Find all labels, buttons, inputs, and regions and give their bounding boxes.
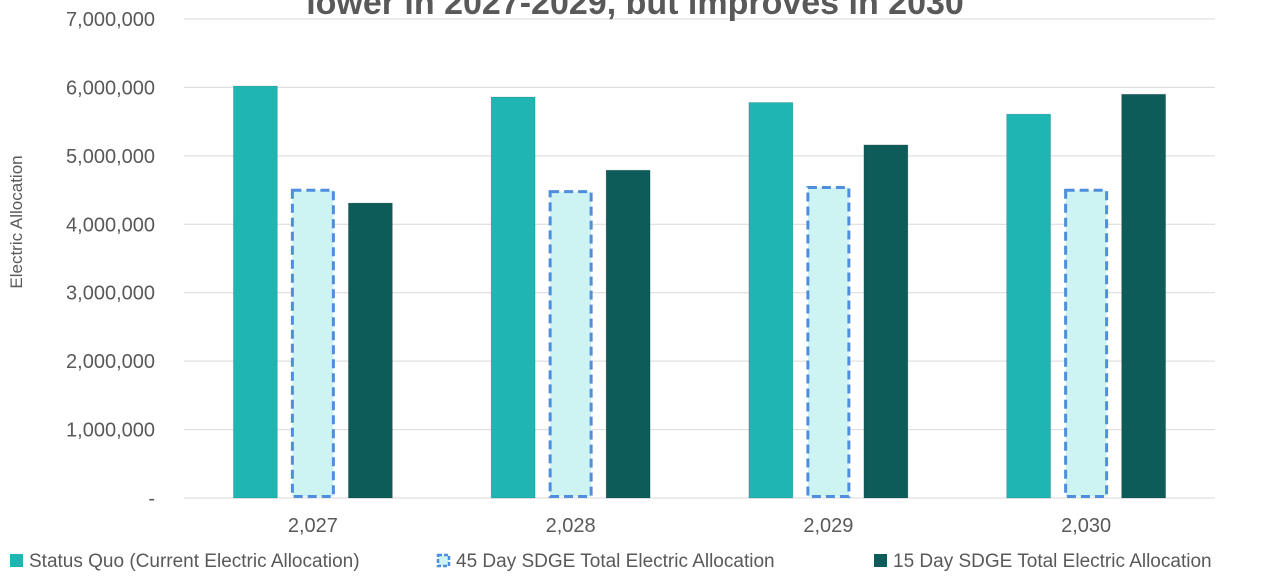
legend: Status Quo (Current Electric Allocation)… <box>10 551 1212 572</box>
x-tick-label: 2,030 <box>1061 515 1111 537</box>
y-axis-title: Electric Allocation <box>7 155 26 288</box>
y-tick-label: 5,000,000 <box>66 146 155 168</box>
y-tick-label: 4,000,000 <box>66 214 155 236</box>
x-tick-label: 2,027 <box>288 515 338 537</box>
bar-1-4 <box>1006 113 1052 499</box>
y-axis-ticks: - 1,000,000 2,000,000 3,000,000 4,000,000 5,0… <box>66 9 155 510</box>
legend-swatch <box>10 554 23 567</box>
legend-label: 15 Day SDGE Total Electric Allocation <box>893 551 1212 572</box>
bar-3-4 <box>1121 93 1167 499</box>
bar-3-3 <box>863 144 909 499</box>
bar-3-1 <box>347 202 393 499</box>
legend-item: 45 Day SDGE Total Electric Allocation <box>436 551 775 572</box>
y-tick-label: - <box>148 488 155 510</box>
legend-label: Status Quo (Current Electric Allocation) <box>29 551 360 572</box>
y-tick-label: 3,000,000 <box>66 283 155 305</box>
x-axis-ticks: 2,027 2,028 2,029 2,030 <box>288 515 1111 537</box>
bar-1-3 <box>748 101 794 499</box>
gridlines <box>184 18 1215 499</box>
legend-label: 45 Day SDGE Total Electric Allocation <box>456 551 775 572</box>
y-tick-label: 2,000,000 <box>66 351 155 373</box>
x-tick-label: 2,029 <box>803 515 853 537</box>
x-tick-label: 2,028 <box>546 515 596 537</box>
bar-2-1 <box>290 188 335 498</box>
bar-3-2 <box>605 169 651 499</box>
y-tick-label: 1,000,000 <box>66 420 155 442</box>
legend-item: Status Quo (Current Electric Allocation) <box>10 551 360 572</box>
legend-swatch <box>874 554 887 567</box>
bar-2-2 <box>548 190 593 498</box>
chart-title: lower in 2027-2029, but improves in 2030 <box>306 0 964 22</box>
y-tick-label: 7,000,000 <box>66 9 155 31</box>
legend-item: 15 Day SDGE Total Electric Allocation <box>874 551 1212 572</box>
y-tick-label: 6,000,000 <box>66 77 155 99</box>
bar-2-4 <box>1064 188 1109 498</box>
legend-swatch <box>436 553 451 568</box>
bars <box>232 85 1167 499</box>
bar-2-3 <box>806 185 851 498</box>
bar-1-2 <box>490 96 536 499</box>
bar-1-1 <box>232 85 278 499</box>
